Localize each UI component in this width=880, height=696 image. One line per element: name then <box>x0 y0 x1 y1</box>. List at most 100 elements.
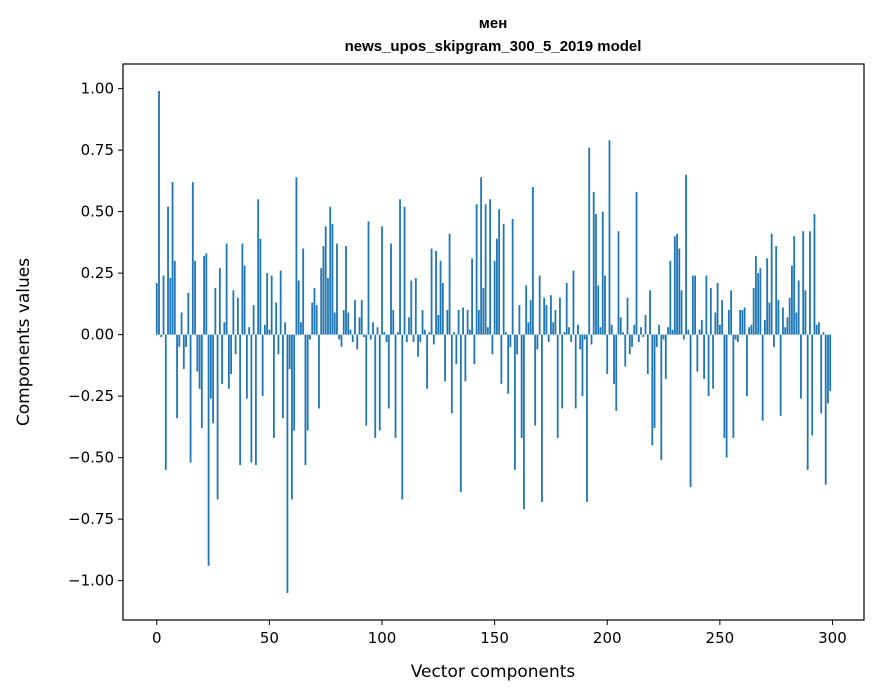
bar-73 <box>320 268 323 335</box>
bar-45 <box>257 199 260 335</box>
bar-0 <box>155 282 158 335</box>
bar-118 <box>421 310 424 335</box>
bar-292 <box>813 214 816 335</box>
bar-299 <box>829 334 832 392</box>
bar-100 <box>381 226 383 335</box>
x-tick-label: 250 <box>706 629 735 647</box>
bar-19 <box>198 334 201 389</box>
bar-36 <box>236 297 239 335</box>
bar-171 <box>541 334 543 502</box>
bar-186 <box>574 334 577 409</box>
bar-156 <box>507 334 510 394</box>
bar-64 <box>300 322 302 335</box>
bar-276 <box>777 300 780 335</box>
bar-122 <box>430 248 433 335</box>
bar-221 <box>653 334 656 429</box>
bar-173 <box>545 305 548 335</box>
bar-218 <box>646 334 649 374</box>
bar-61 <box>293 334 296 431</box>
bar-40 <box>245 334 248 399</box>
bar-151 <box>495 238 498 335</box>
bar-261 <box>743 307 746 335</box>
bar-163 <box>523 334 525 510</box>
bar-159 <box>514 334 516 470</box>
bar-31 <box>225 243 228 335</box>
bar-216 <box>642 334 645 338</box>
bar-274 <box>773 334 775 347</box>
bar-41 <box>248 327 251 335</box>
bar-9 <box>176 334 178 419</box>
bar-53 <box>275 302 278 335</box>
bar-287 <box>802 231 805 335</box>
bar-297 <box>824 334 827 485</box>
bar-192 <box>588 147 591 335</box>
bar-48 <box>263 324 266 335</box>
bar-38 <box>241 243 244 335</box>
bar-62 <box>295 177 298 335</box>
bar-147 <box>486 327 489 335</box>
bar-246 <box>709 287 712 335</box>
bar-145 <box>482 287 485 335</box>
bar-236 <box>687 329 690 335</box>
bar-288 <box>804 290 807 335</box>
bar-245 <box>707 334 710 397</box>
bar-71 <box>315 305 318 335</box>
bar-109 <box>401 334 404 500</box>
bar-104 <box>390 243 392 335</box>
bar-166 <box>529 300 532 335</box>
bar-174 <box>547 334 550 342</box>
bar-283 <box>793 236 796 335</box>
bar-258 <box>736 334 739 342</box>
bar-209 <box>626 297 629 335</box>
bar-22 <box>205 253 208 335</box>
bar-189 <box>581 334 584 397</box>
bar-133 <box>455 334 458 365</box>
bar-46 <box>259 238 262 335</box>
bar-150 <box>493 260 496 335</box>
bar-271 <box>766 258 769 335</box>
bar-29 <box>221 334 223 384</box>
x-tick-label: 150 <box>480 629 509 647</box>
bar-44 <box>254 334 257 466</box>
bar-238 <box>691 275 694 335</box>
bar-239 <box>694 275 696 335</box>
bar-220 <box>651 334 654 446</box>
bar-131 <box>450 334 453 414</box>
bar-65 <box>302 248 305 335</box>
bar-196 <box>597 285 600 335</box>
bar-249 <box>716 282 719 335</box>
x-tick-label: 300 <box>818 629 847 647</box>
bar-179 <box>559 297 561 335</box>
bar-254 <box>727 310 730 335</box>
bar-168 <box>534 334 537 426</box>
y-tick-label: 0.25 <box>81 264 114 282</box>
bar-88 <box>354 300 356 335</box>
bar-267 <box>757 273 760 335</box>
bar-97 <box>374 334 377 438</box>
bar-212 <box>633 324 636 335</box>
bar-94 <box>367 221 370 335</box>
bar-70 <box>313 287 316 335</box>
bar-117 <box>419 334 422 342</box>
x-axis-ticks: 0 50 100 150 200 250 300 <box>152 620 847 647</box>
bar-270 <box>764 319 766 335</box>
bar-132 <box>453 332 455 335</box>
bar-291 <box>811 334 814 436</box>
bar-113 <box>410 280 413 335</box>
bar-185 <box>572 270 575 335</box>
bar-114 <box>412 334 415 342</box>
bar-248 <box>714 312 717 335</box>
bar-243 <box>703 334 705 379</box>
bar-47 <box>261 334 264 397</box>
bar-77 <box>329 206 332 335</box>
bar-39 <box>243 265 246 335</box>
bar-126 <box>439 260 442 335</box>
bar-181 <box>563 332 566 335</box>
bar-84 <box>345 246 347 335</box>
bar-89 <box>356 334 359 350</box>
bar-214 <box>637 334 640 342</box>
bar-58 <box>286 334 289 593</box>
bar-63 <box>297 280 300 335</box>
bar-213 <box>635 191 638 335</box>
